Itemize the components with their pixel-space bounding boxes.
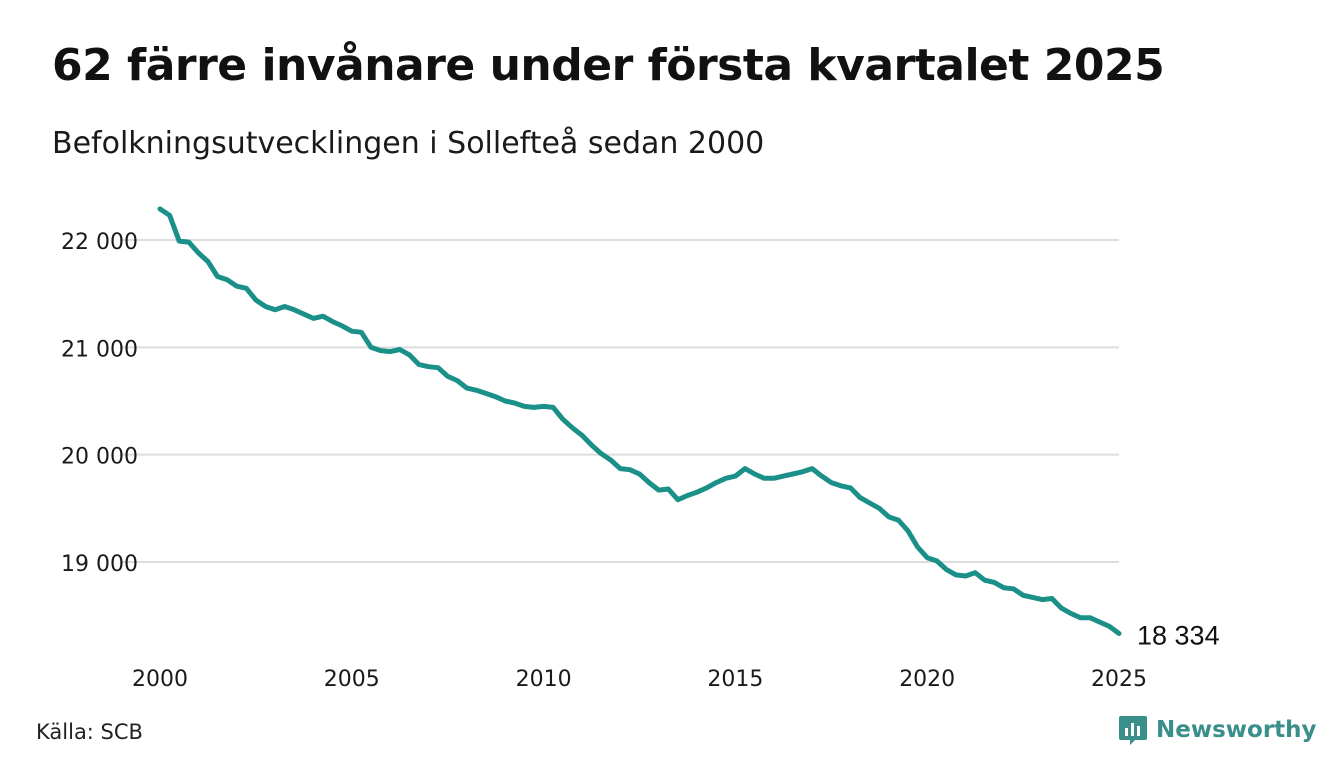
end-label-layer: 18 334 [1137,620,1220,650]
gridlines [120,239,1119,563]
brand-logo: Newsworthy [1118,712,1317,748]
x-tick-label: 2005 [324,667,380,692]
y-tick-label: 20 000 [61,445,138,470]
x-tick-labels: 2000 2005 2010 2015 2020 2025 [132,667,1147,692]
y-tick-label: 21 000 [61,337,138,362]
chart-title: 62 färre invånare under första kvartalet… [52,40,1165,91]
series-layer [157,206,1122,636]
x-tick-label: 2015 [707,667,763,692]
population-line [157,206,1122,636]
y-tick-label: 19 000 [61,552,138,577]
newsworthy-logo-icon [1119,716,1147,745]
source-note: Källa: SCB [36,720,143,744]
x-tick-label: 2025 [1091,667,1147,692]
x-tick-label: 2010 [516,667,572,692]
brand-name: Newsworthy [1156,717,1317,743]
x-tick-label: 2020 [899,667,955,692]
x-tick-label: 2000 [132,667,188,692]
chart-subtitle: Befolkningsutvecklingen i Sollefteå seda… [52,126,765,161]
y-tick-label: 22 000 [61,230,138,255]
end-value-label: 18 334 [1137,620,1220,650]
y-tick-labels: 19 000 20 000 21 000 22 000 [61,230,138,577]
